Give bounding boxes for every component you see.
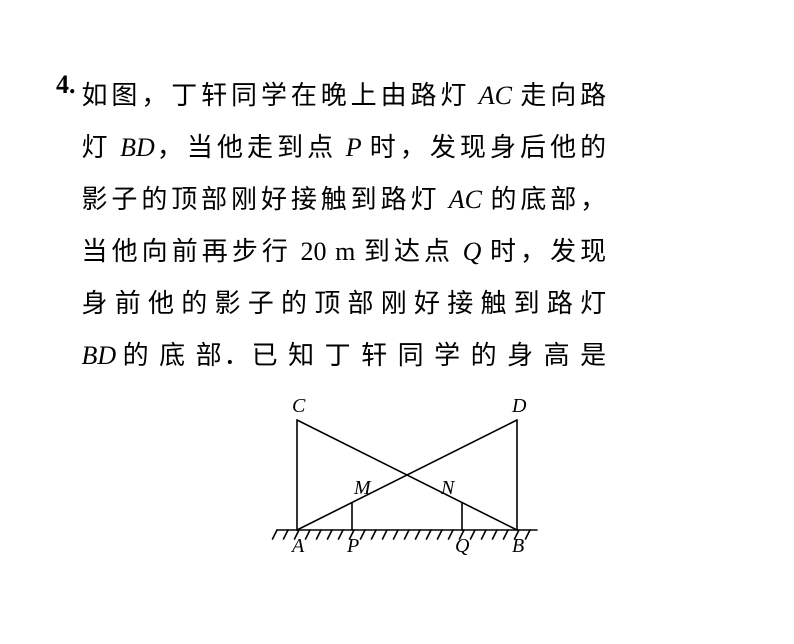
point-label: M bbox=[353, 477, 372, 499]
text-segment: P bbox=[337, 133, 370, 162]
text-segment: 身前他的影子的顶部刚好接触到路灯 bbox=[82, 289, 609, 318]
point-label: Q bbox=[455, 535, 470, 557]
text-segment: 走向路 bbox=[520, 81, 608, 110]
text-segment: 灯 bbox=[82, 133, 112, 162]
text-segment: BD bbox=[82, 341, 123, 370]
question-block: 4. 如图，丁轩同学在晚上由路灯 AC 走向路灯 BD，当他走到点 P 时，发现… bbox=[90, 70, 734, 382]
point-label: P bbox=[346, 535, 359, 557]
text-segment: 当他向前再步行 bbox=[82, 237, 292, 266]
text-segment: 到达点 bbox=[364, 237, 454, 266]
text-segment: Q bbox=[454, 237, 490, 266]
geometry-figure: A B C D P Q M N bbox=[257, 390, 567, 570]
point-label: C bbox=[292, 395, 306, 417]
point-label: N bbox=[440, 477, 456, 499]
point-label: D bbox=[511, 395, 527, 417]
text-segment: 时，发现身后他的 bbox=[370, 133, 608, 162]
figure-container: A B C D P Q M N bbox=[90, 390, 734, 570]
text-segment: BD bbox=[112, 133, 155, 162]
question-text: 如图，丁轩同学在晚上由路灯 AC 走向路灯 BD，当他走到点 P 时，发现身后他… bbox=[82, 70, 609, 382]
point-label: A bbox=[290, 535, 305, 557]
text-segment: 如图，丁轩同学在晚上由路灯 bbox=[82, 81, 471, 110]
text-segment: 的 底 部．已 知 丁 轩 同 学 的 身 高 是 bbox=[123, 341, 609, 370]
text-segment: 影子的顶部刚好接触到路灯 bbox=[82, 185, 441, 214]
text-segment: 20 m bbox=[292, 237, 364, 266]
text-segment: 的底部， bbox=[490, 185, 608, 214]
text-segment: ，当他走到点 bbox=[155, 133, 337, 162]
text-segment: AC bbox=[470, 81, 520, 110]
text-segment: AC bbox=[440, 185, 490, 214]
question-number: 4. bbox=[56, 70, 76, 100]
point-label: B bbox=[512, 535, 524, 557]
text-segment: 时，发现 bbox=[490, 237, 608, 266]
